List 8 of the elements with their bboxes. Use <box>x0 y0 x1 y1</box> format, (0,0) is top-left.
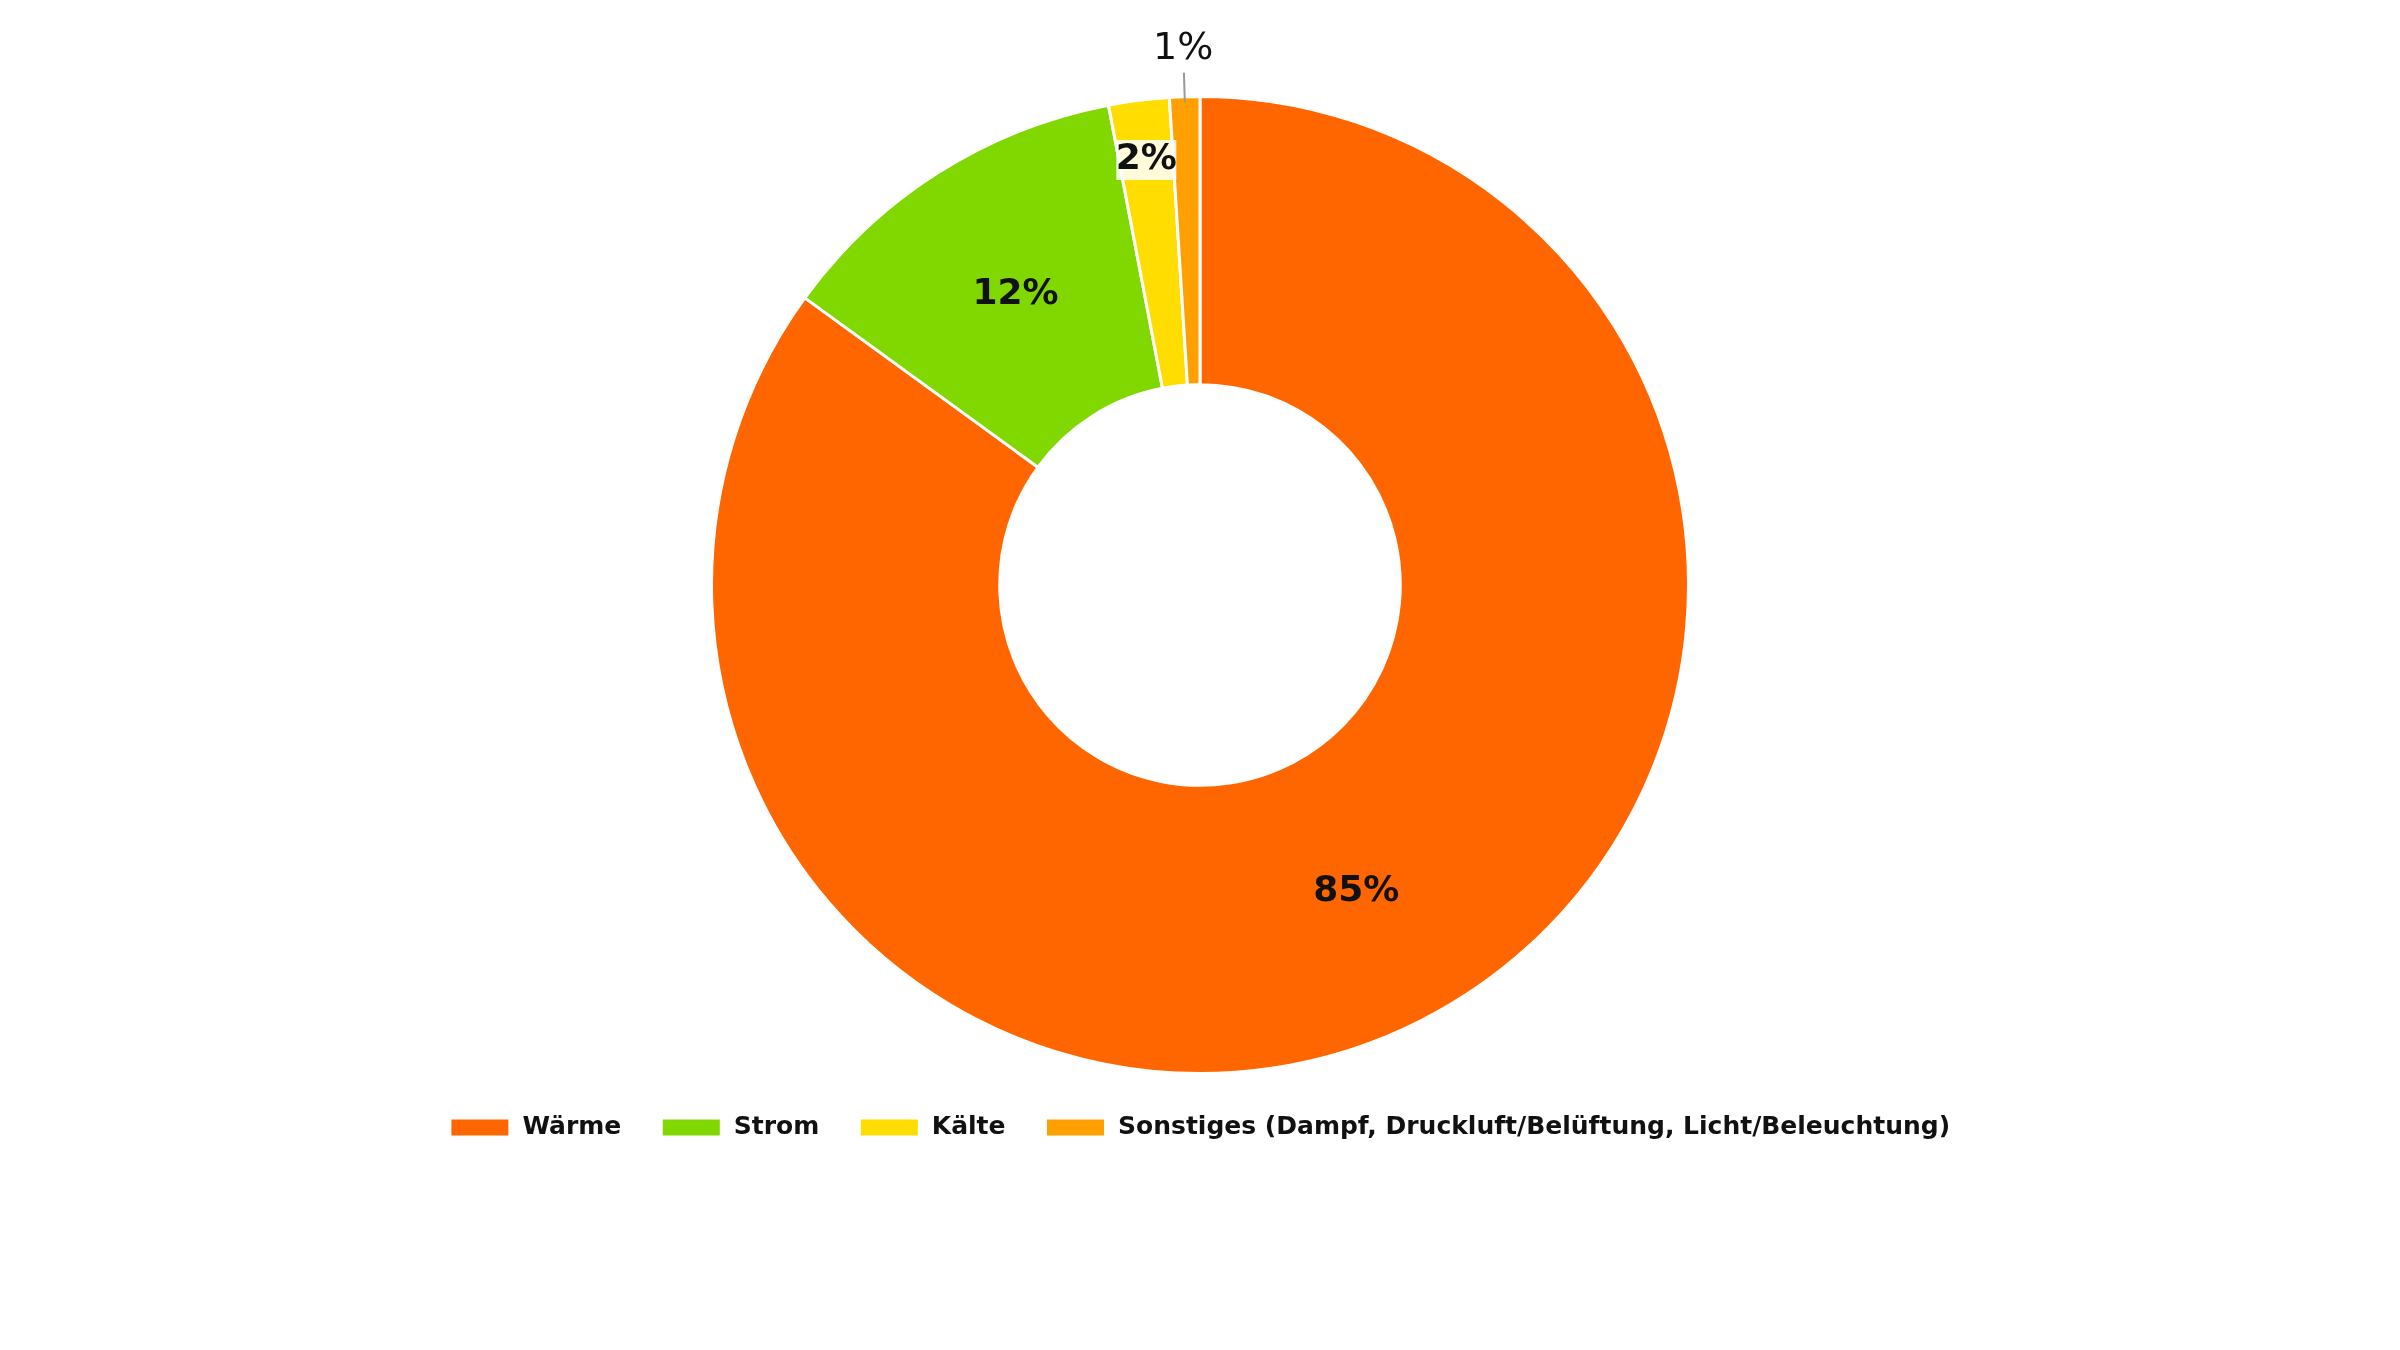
legend-label: Sonstiges (Dampf, Druckluft/Belüftung, Licht/Beleuchtung) <box>1118 1111 1951 1140</box>
data-label: 1% <box>1153 23 1214 68</box>
data-label: 12% <box>972 270 1059 312</box>
legend-label: Strom <box>733 1111 820 1140</box>
legend-label: Wärme <box>522 1111 622 1140</box>
data-label: 2% <box>1115 136 1177 178</box>
data-label: 85% <box>1313 868 1400 910</box>
legend-label: Kälte <box>931 1111 1006 1140</box>
